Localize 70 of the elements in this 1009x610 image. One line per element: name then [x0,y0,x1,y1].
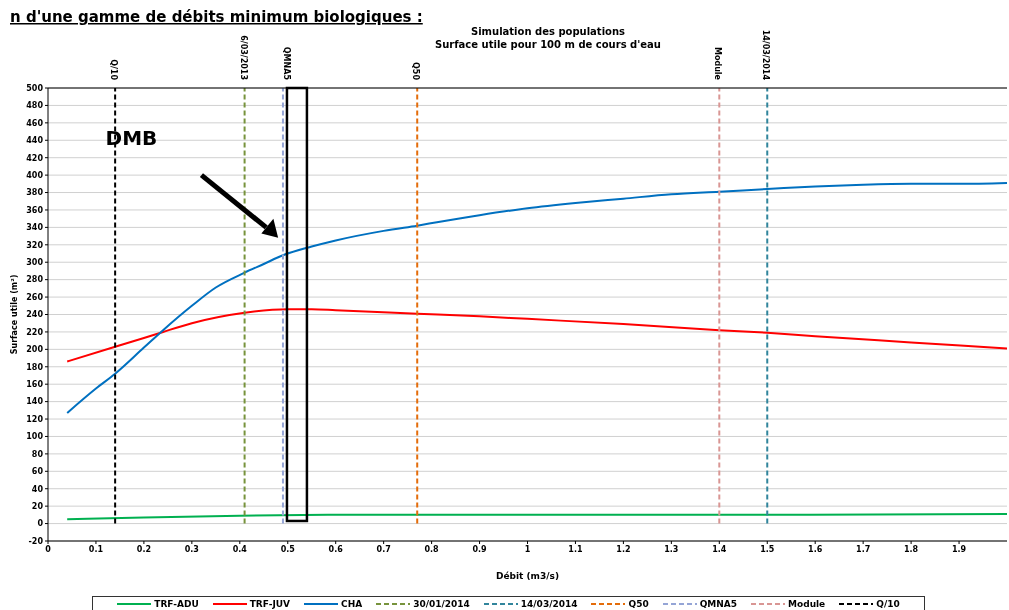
legend-label: CHA [341,599,363,609]
legend-label: 30/01/2014 [413,599,470,609]
annotation: 6/03/2013 [238,35,248,80]
y-tick-label: 140 [26,397,44,407]
y-tick-label: 160 [26,380,44,390]
x-tick-label: 0.7 [376,544,391,554]
x-tick-label: 1.4 [712,544,727,554]
x-tick-label: 0.1 [88,544,104,554]
x-tick-label: 1.6 [808,544,823,554]
y-tick-label: 300 [26,258,44,268]
x-tick-label: 1.5 [760,544,775,554]
y-tick-label: 340 [26,223,44,233]
y-tick-label: 60 [31,467,44,477]
text: n d'une gamme de débits minimum biologiques : [10,8,423,26]
legend-label: TRF-ADU [154,599,199,609]
x-tick-label: 1.9 [951,544,967,554]
y-tick-label: 320 [26,240,44,250]
legend-label: QMNA5 [699,599,738,609]
x-tick-label: 1.8 [904,544,919,554]
y-tick-label: -20 [28,536,44,546]
x-tick-label: 0.6 [328,544,344,554]
y-axis-title: Surface utile (m²) [10,274,19,355]
y-tick-label: 220 [26,327,44,337]
x-tick-label: 1.7 [856,544,871,554]
annotation: Module [713,46,723,81]
y-tick-label: 80 [31,449,44,459]
y-tick-label: 420 [26,153,44,163]
y-tick-label: 120 [26,414,44,424]
annotation: 14/03/2014 [761,29,771,81]
x-axis-title: Débit (m3/s) [495,571,560,581]
y-tick-label: 200 [26,345,44,355]
y-tick-label: 440 [26,136,44,146]
legend-label: Q50 [628,599,649,609]
y-tick-label: 480 [26,101,44,111]
annotation: Q50 [411,62,421,81]
line-series [66,308,1007,363]
y-tick-label: 380 [26,188,44,198]
y-tick-label: 260 [26,292,44,302]
x-tick-label: 1.2 [616,544,631,554]
x-tick-label: 0.5 [280,544,296,554]
x-tick-label: 1 [524,544,531,554]
y-tick-label: 280 [26,275,44,285]
x-tick-label: 0.3 [184,544,199,554]
legend-label: Q/10 [876,599,900,609]
annotation: QMNA5 [281,46,291,81]
y-tick-label: 240 [26,310,44,320]
y-tick-label: 100 [26,432,44,442]
chart-subtitle: Surface utile pour 100 m de cours d'eau [435,39,661,50]
legend-label: Module [788,599,826,609]
y-tick-label: 360 [26,205,44,215]
line-series [66,181,1007,414]
x-tick-label: 0.4 [232,544,248,554]
legend-label: TRF-JUV [249,599,291,609]
annotation: Q/10 [109,59,119,81]
x-tick-label: 1.3 [664,544,679,554]
x-tick-label: 0 [45,544,52,554]
x-tick-label: 1.1 [568,544,583,554]
y-tick-label: 400 [26,170,44,180]
y-tick-label: 460 [26,118,44,128]
x-tick-label: 0.9 [472,544,488,554]
chart-title: Simulation des populations [470,26,626,37]
annotation: DMB [105,126,158,151]
x-tick-label: 0.2 [136,544,151,554]
y-tick-label: 20 [31,501,44,511]
y-tick-label: 40 [31,484,44,494]
y-tick-label: 0 [37,519,44,529]
legend-label: 14/03/2014 [520,599,578,609]
x-tick-label: 0.8 [424,544,440,554]
y-tick-label: 180 [26,362,44,372]
y-tick-label: 500 [26,83,44,93]
